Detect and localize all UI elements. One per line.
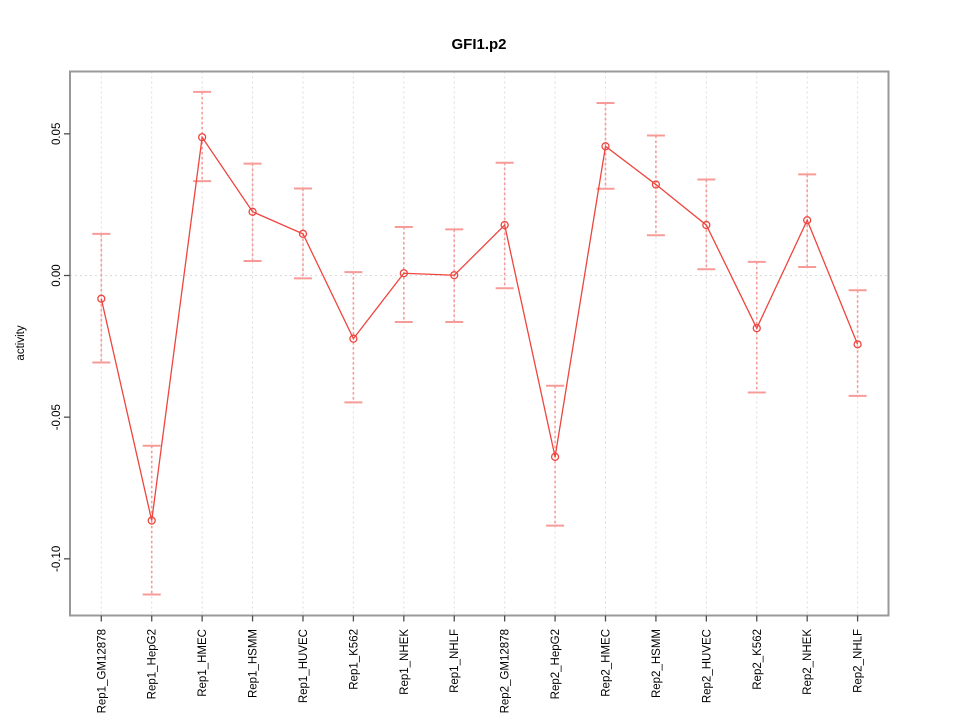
data-point <box>500 220 509 230</box>
data-point <box>97 294 106 303</box>
data-point <box>803 216 812 225</box>
data-point <box>752 324 761 333</box>
x-tick-label: Rep1_HUVEC <box>298 629 310 703</box>
data-point <box>651 180 661 189</box>
data-point <box>197 133 207 142</box>
x-tick-label: Rep2_HepG2 <box>550 629 562 699</box>
x-tick-label: Rep2_HMEC <box>601 629 613 697</box>
axis-ticks <box>64 133 859 622</box>
series-polyline <box>100 135 859 521</box>
data-point <box>601 142 610 151</box>
data-point <box>399 269 408 278</box>
data-point <box>853 340 862 349</box>
x-tick-labels: Rep1_GM12878 Rep1_HepG2 Rep1_HMEC Rep1_HSMM… <box>96 629 864 714</box>
data-point <box>349 334 358 343</box>
x-tick-label: Rep2_NHLF <box>853 629 865 693</box>
y-tick-label: 0.00 <box>51 264 63 286</box>
data-point <box>550 452 560 461</box>
x-tick-label: Rep1_NHLF <box>449 629 461 693</box>
x-tick-label: Rep2_GM12878 <box>500 629 512 713</box>
frame-box <box>69 70 890 617</box>
gridlines <box>70 71 889 616</box>
x-tick-label: Rep1_K562 <box>348 629 360 690</box>
series-line <box>100 135 859 521</box>
plot-frame <box>69 70 890 617</box>
x-tick-label: Rep1_GM12878 <box>96 629 108 713</box>
data-point <box>702 220 711 230</box>
x-tick-label: Rep1_HMEC <box>197 629 209 697</box>
x-tick-label: Rep1_HepG2 <box>147 629 159 699</box>
x-tick-label: Rep1_HSMM <box>248 629 260 698</box>
error-bars <box>92 90 867 596</box>
data-points <box>97 133 862 525</box>
chart-title: GFI1.p2 <box>451 36 506 53</box>
y-tick-labels: 0.05 0.00 -0.05 -0.10 <box>51 123 63 572</box>
x-tick-label: Rep2_NHEK <box>802 629 814 695</box>
y-tick-label: -0.05 <box>51 404 63 430</box>
y-tick-label: -0.10 <box>51 546 63 572</box>
data-point <box>450 271 459 280</box>
data-point <box>298 229 308 239</box>
x-tick-label: Rep2_HUVEC <box>701 629 713 703</box>
data-point <box>147 516 156 525</box>
y-tick-label: 0.05 <box>51 123 63 145</box>
data-point <box>248 207 257 216</box>
y-axis-label: activity <box>15 325 27 360</box>
x-tick-label: Rep2_K562 <box>752 629 764 690</box>
x-tick-label: Rep1_NHEK <box>399 629 411 695</box>
x-tick-label: Rep2_HSMM <box>651 629 663 698</box>
